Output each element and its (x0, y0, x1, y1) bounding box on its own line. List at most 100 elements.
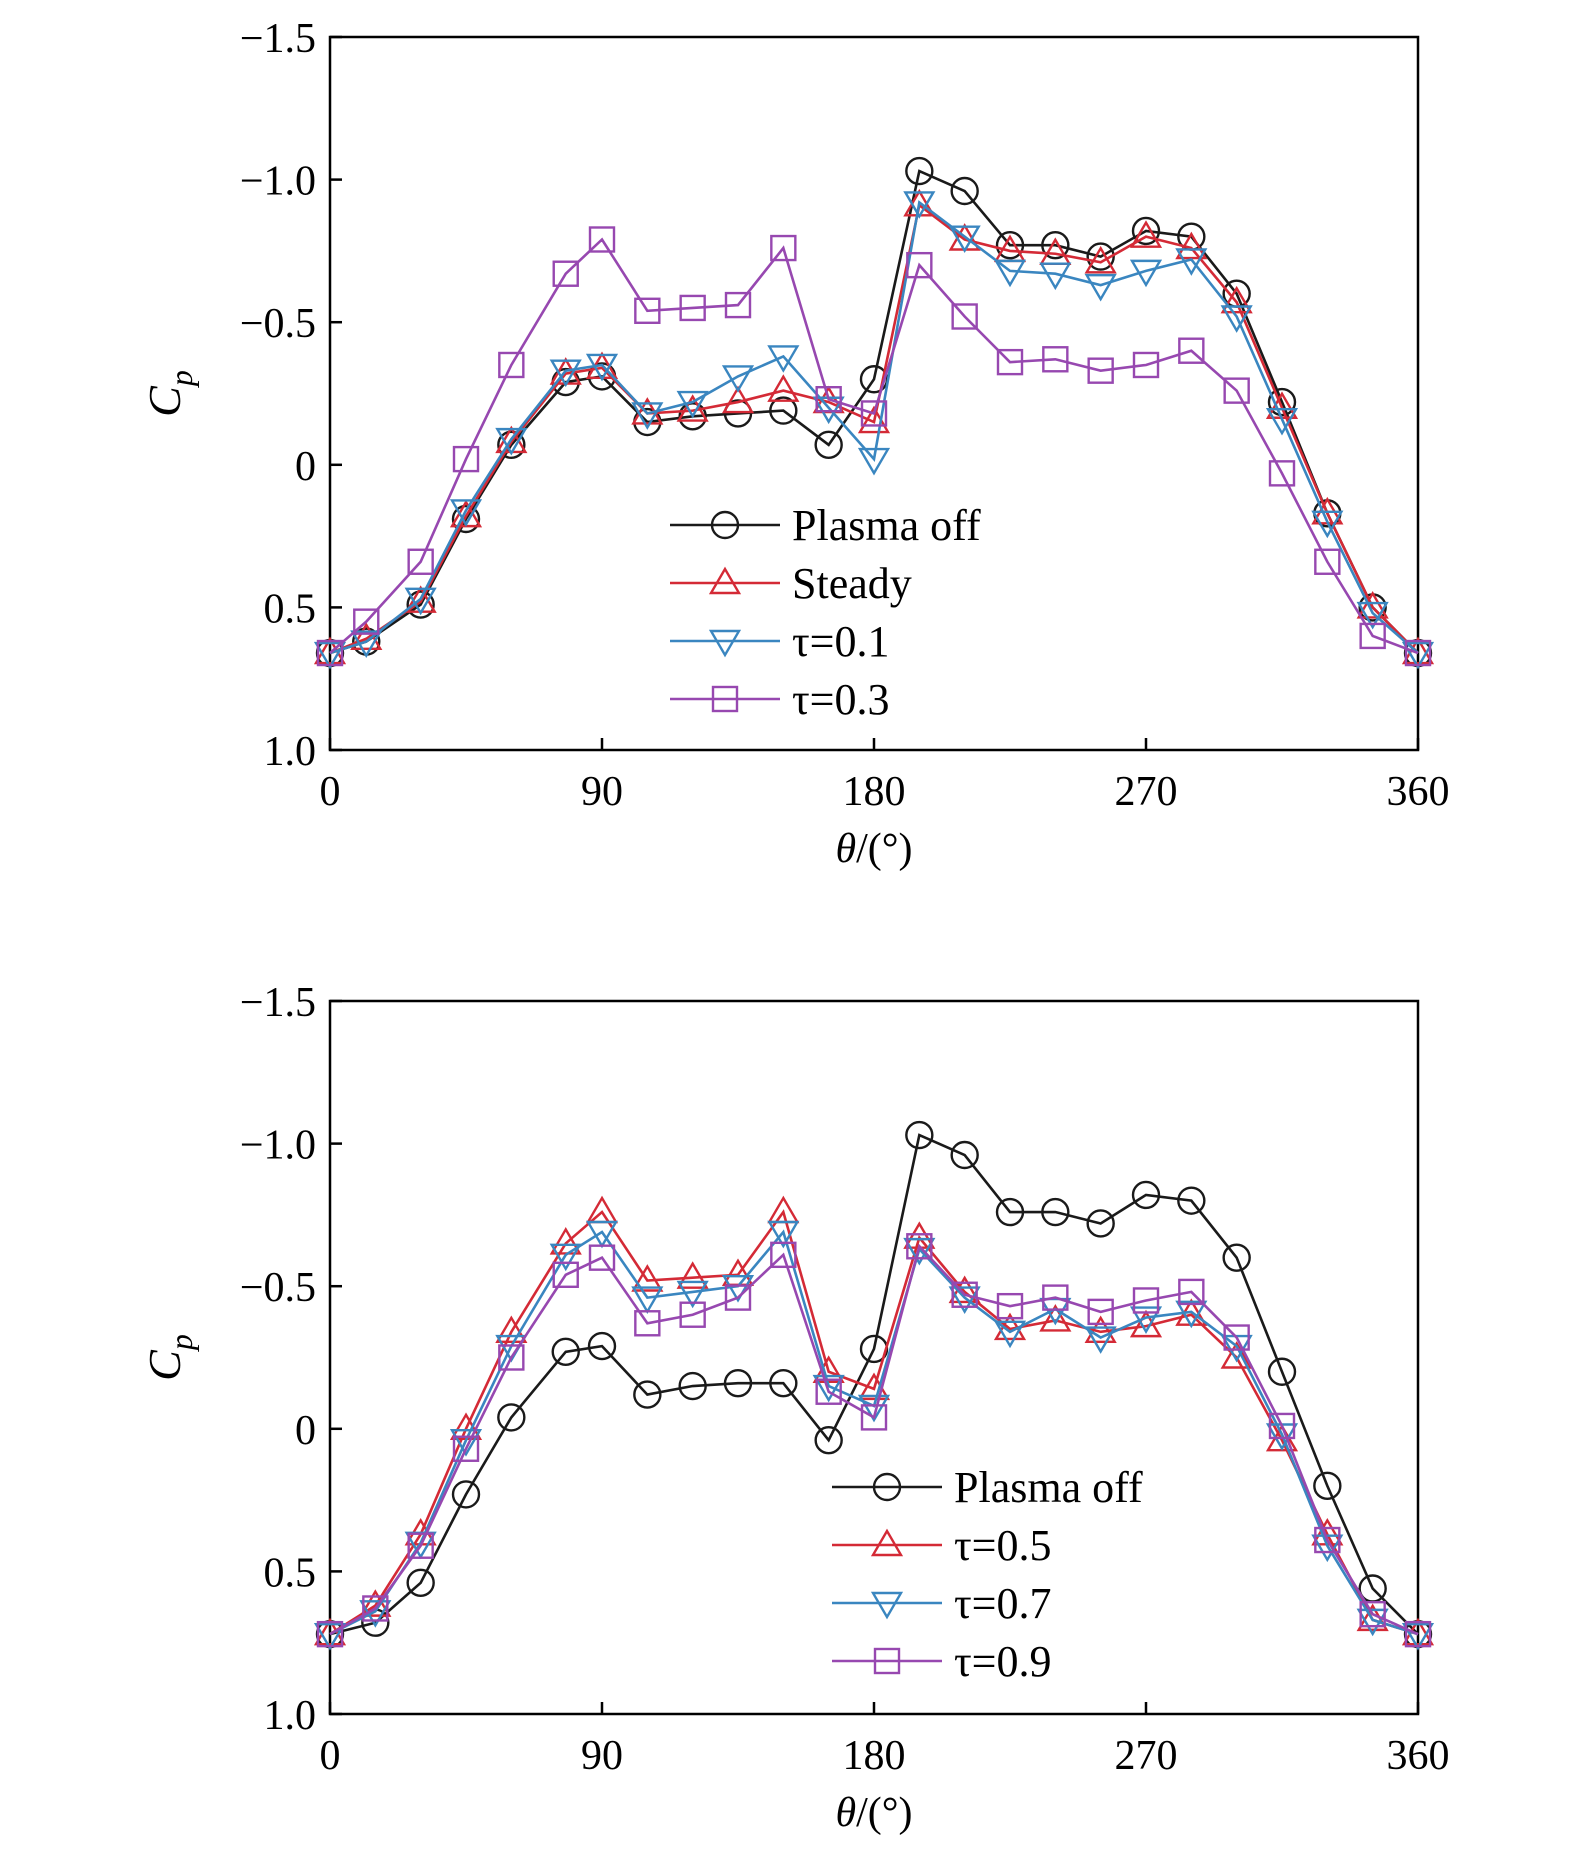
data-point (552, 260, 579, 287)
x-tick-label: 360 (1387, 769, 1450, 815)
legend-marker (873, 1647, 901, 1675)
data-point (313, 1622, 347, 1651)
data-point (996, 1292, 1024, 1320)
data-point (724, 1284, 752, 1311)
data-point (1404, 1620, 1432, 1648)
data-point (1177, 1186, 1206, 1215)
data-point (1041, 230, 1070, 260)
data-point (451, 504, 481, 534)
series-line (329, 1243, 1419, 1636)
legend-label: τ=0.3 (792, 675, 890, 724)
data-point (767, 374, 800, 402)
data-point (585, 1220, 619, 1249)
data-point (995, 1197, 1025, 1227)
legend-label: Plasma off (954, 1463, 1143, 1512)
data-point (1084, 1315, 1117, 1344)
data-point (1129, 259, 1163, 288)
data-point (497, 1403, 526, 1432)
data-point (551, 1337, 580, 1366)
data-point (1039, 237, 1072, 265)
data-point (995, 230, 1025, 260)
series-3 (313, 1220, 1435, 1651)
data-point (1314, 548, 1341, 575)
x-tick-label: 270 (1115, 1733, 1178, 1779)
data-point (1178, 337, 1205, 364)
data-point (313, 1617, 347, 1646)
series-4 (316, 226, 1432, 667)
series-line (329, 1133, 1419, 1636)
data-point (996, 348, 1024, 376)
data-point (1404, 639, 1432, 667)
data-point (1084, 245, 1117, 274)
data-point (631, 1286, 664, 1314)
data-point (860, 400, 888, 427)
data-point (1268, 460, 1296, 487)
y-tick-label: −1.5 (240, 980, 316, 1026)
data-point (1175, 1300, 1208, 1329)
chart-panel-1: −1.5−1.0−0.500.51.00 90 180 270 360Cpθ/(°)Pl… (139, 16, 1450, 872)
data-point (905, 156, 934, 186)
data-point (950, 1140, 979, 1170)
x-tick-label: 180 (843, 1733, 906, 1779)
legend-label: τ=0.9 (954, 1637, 1052, 1686)
legend-label: τ=0.1 (792, 617, 890, 666)
data-point (1039, 262, 1072, 291)
x-tick-label: 0 (320, 769, 341, 815)
y-axis-title-sub: p (163, 1334, 199, 1352)
series-3 (313, 191, 1435, 670)
data-point (1084, 273, 1117, 302)
data-point (906, 251, 933, 279)
y-tick-label: 1.0 (264, 1693, 317, 1739)
data-point (1175, 231, 1208, 260)
data-point (359, 1589, 392, 1617)
legend-marker (870, 1591, 904, 1620)
data-point (313, 641, 347, 670)
data-point (633, 1380, 662, 1409)
data-point (948, 225, 981, 254)
data-point (678, 1371, 707, 1401)
data-point (1268, 1412, 1296, 1440)
data-point (406, 1568, 435, 1598)
data-point (993, 259, 1027, 288)
legend-marker (870, 1528, 904, 1557)
data-point (1356, 601, 1389, 630)
data-point (585, 353, 619, 382)
data-point (723, 1368, 753, 1398)
data-point (950, 176, 979, 206)
data-point (452, 1435, 480, 1462)
data-point (903, 1237, 936, 1266)
data-point (1086, 242, 1115, 271)
data-point (1220, 285, 1253, 314)
series-4 (316, 1233, 1432, 1648)
data-point (498, 351, 525, 379)
data-point (316, 1620, 344, 1648)
data-point (815, 1378, 842, 1405)
data-point (770, 1241, 797, 1269)
data-point (1401, 1622, 1435, 1651)
y-tick-label: 0.5 (264, 586, 317, 632)
data-point (951, 303, 978, 330)
legend-marker (710, 510, 740, 540)
data-point (634, 297, 661, 324)
data-point (1223, 1324, 1250, 1351)
data-point (588, 226, 616, 253)
data-point (679, 1301, 706, 1328)
x-axis-title: θ/(°) (835, 826, 912, 872)
data-point (1175, 248, 1208, 276)
series-1 (315, 1120, 1433, 1649)
data-point (1401, 641, 1435, 670)
y-tick-label: 0 (295, 1408, 316, 1454)
data-point (721, 365, 755, 393)
y-axis-title-main: C (139, 1349, 190, 1381)
data-point (770, 234, 797, 262)
data-point (815, 386, 842, 413)
data-point (1132, 351, 1160, 379)
x-tick-label: 270 (1115, 769, 1178, 815)
data-point (634, 1310, 661, 1337)
data-point (1267, 387, 1297, 417)
data-point (857, 1394, 891, 1423)
data-point (679, 294, 706, 322)
data-point (1314, 1526, 1341, 1554)
plot-frame (328, 999, 1420, 1716)
data-point (723, 399, 753, 428)
